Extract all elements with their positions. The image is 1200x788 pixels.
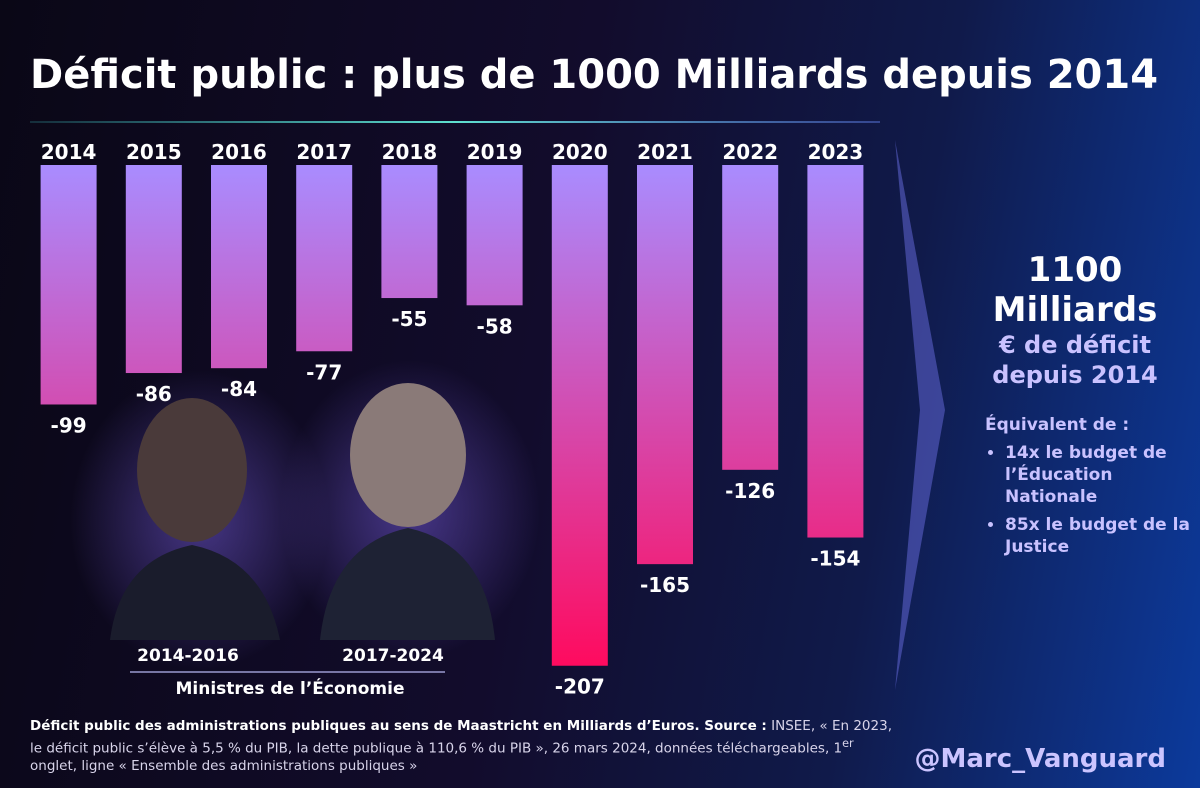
- equivalent-title: Équivalent de :: [985, 415, 1130, 435]
- source-text: INSEE, « En 2023, le déficit public s’él…: [30, 718, 892, 757]
- source-bold: Déficit public des administrations publi…: [30, 718, 767, 734]
- bar: [551, 165, 608, 666]
- handle: @Marc_Vanguard: [914, 744, 1166, 774]
- bar: [211, 165, 267, 369]
- value-label: -77: [306, 360, 342, 384]
- title-rule: [30, 121, 880, 123]
- value-label: -55: [391, 307, 427, 331]
- chart-title: Déficit public : plus de 1000 Milliards …: [30, 52, 1158, 98]
- equivalent-item: 85x le budget de la Justice: [1005, 514, 1190, 558]
- x-tick-label: 2014: [41, 140, 97, 164]
- summary-line: € de déficit: [998, 331, 1152, 359]
- equivalents: Équivalent de : 14x le budget de l’Éduca…: [985, 414, 1190, 558]
- summary-line: depuis 2014: [992, 361, 1158, 389]
- bar: [807, 165, 864, 538]
- arrow: [895, 140, 945, 690]
- x-tick-label: 2020: [552, 140, 608, 164]
- bar: [125, 165, 182, 374]
- bar: [466, 165, 523, 306]
- x-tick-label: 2016: [211, 140, 267, 164]
- bar: [296, 165, 353, 352]
- value-label: -84: [221, 377, 257, 401]
- bar: [40, 165, 97, 405]
- source-text: onglet, ligne « Ensemble des administrat…: [30, 757, 418, 774]
- value-label: -126: [725, 479, 775, 503]
- value-label: -58: [477, 314, 513, 338]
- x-tick-label: 2022: [722, 140, 778, 164]
- value-label: -207: [555, 675, 605, 699]
- minister-period: 2017-2024: [342, 646, 444, 666]
- value-label: -154: [810, 547, 860, 571]
- unit: Milliards: [992, 290, 1158, 330]
- portraits: [70, 360, 540, 670]
- equivalent-item: 14x le budget de l’Éducation Nationale: [1005, 442, 1190, 508]
- x-tick-label: 2023: [808, 140, 864, 164]
- minister-period: 2014-2016: [137, 646, 239, 666]
- bar: [722, 165, 779, 470]
- source-note: Déficit public des administrations publi…: [30, 718, 900, 775]
- value-label: -86: [136, 382, 172, 406]
- value-label: -99: [51, 413, 87, 437]
- ministers-caption: Ministres de l’Économie: [176, 677, 405, 699]
- bar: [381, 165, 438, 299]
- x-tick-label: 2018: [382, 140, 438, 164]
- x-tick-label: 2019: [467, 140, 523, 164]
- x-tick-label: 2015: [126, 140, 182, 164]
- equivalent-list: 14x le budget de l’Éducation Nationale 8…: [985, 442, 1190, 558]
- source-sup: er: [842, 737, 854, 750]
- bar: [637, 165, 693, 565]
- value-label: -165: [640, 573, 690, 597]
- amount: 1100: [1027, 250, 1123, 290]
- x-tick-label: 2021: [637, 140, 693, 164]
- summary-panel: 1100 Milliards € de déficit depuis 2014 …: [960, 250, 1190, 564]
- x-tick-label: 2017: [296, 140, 352, 164]
